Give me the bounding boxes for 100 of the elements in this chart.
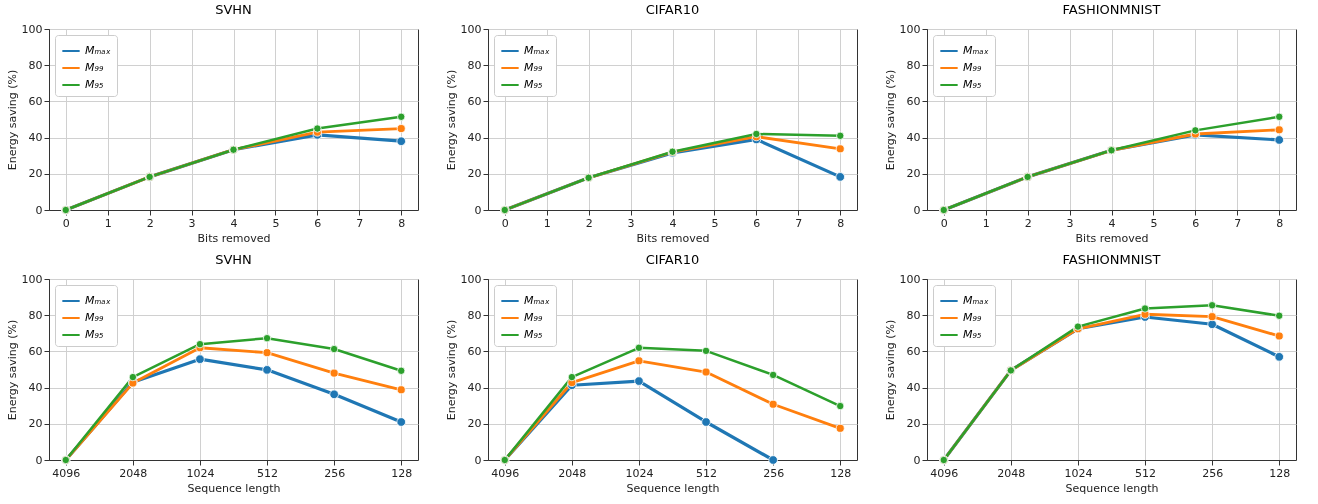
x-tick-label: 2 [585, 216, 593, 230]
x-tick-label: 512 [696, 466, 718, 480]
y-tick-label: 40 [28, 131, 43, 145]
x-tick-label: 2048 [558, 466, 587, 480]
legend-label: Mₘₐₓ [963, 44, 989, 57]
legend-label: M₉₉ [963, 311, 982, 324]
x-tick-label: 6 [314, 216, 322, 230]
y-tick-label: 20 [467, 417, 482, 431]
y-axis-title: Energy saving (%) [5, 319, 19, 421]
legend-label: Mₘₐₓ [524, 44, 550, 57]
legend-label: M₉₉ [963, 61, 982, 74]
y-tick-label: 60 [467, 94, 482, 108]
y-tick-label: 80 [906, 308, 921, 322]
y-tick-label: 20 [467, 167, 482, 181]
y-tick-label: 0 [913, 203, 921, 217]
x-tick-label: 2 [146, 216, 154, 230]
y-axis-title: Energy saving (%) [444, 69, 458, 171]
x-tick-label: 2048 [119, 466, 148, 480]
chart-title: CIFAR10 [645, 2, 700, 17]
x-tick-label: 8 [837, 216, 845, 230]
y-tick-label: 60 [467, 344, 482, 358]
legend-label: M₉₅ [524, 328, 543, 341]
x-tick-label: 1 [982, 216, 990, 230]
y-tick-label: 100 [899, 22, 921, 36]
x-tick-label: 512 [257, 466, 279, 480]
x-tick-label: 5 [1150, 216, 1158, 230]
x-tick-label: 1 [543, 216, 551, 230]
y-tick-label: 80 [467, 308, 482, 322]
x-tick-label: 0 [501, 216, 509, 230]
y-axis-title: Energy saving (%) [883, 319, 897, 421]
x-tick-label: 128 [1269, 466, 1291, 480]
x-tick-label: 1024 [186, 466, 215, 480]
y-tick-label: 100 [460, 272, 482, 286]
x-tick-label: 4096 [52, 466, 81, 480]
legend-label: M₉₉ [524, 61, 543, 74]
x-tick-label: 4 [669, 216, 677, 230]
y-tick-label: 100 [460, 22, 482, 36]
x-tick-label: 8 [1276, 216, 1284, 230]
x-tick-label: 3 [627, 216, 635, 230]
chart-title: CIFAR10 [645, 252, 700, 267]
y-tick-label: 0 [35, 203, 43, 217]
x-tick-label: 0 [940, 216, 948, 230]
x-tick-label: 1024 [1064, 466, 1093, 480]
y-tick-label: 40 [467, 381, 482, 395]
legend-label: M₉₅ [85, 328, 104, 341]
legend-label: M₉₅ [963, 78, 982, 91]
y-tick-label: 0 [474, 203, 482, 217]
x-tick-label: 1024 [625, 466, 654, 480]
chart-title: SVHN [215, 2, 252, 17]
legend-label: Mₘₐₓ [85, 294, 111, 307]
x-tick-label: 2 [1024, 216, 1032, 230]
x-axis-title: Sequence length [1065, 481, 1159, 495]
y-tick-label: 80 [467, 58, 482, 72]
y-tick-label: 20 [906, 167, 921, 181]
y-tick-label: 40 [906, 381, 921, 395]
y-tick-label: 100 [899, 272, 921, 286]
y-tick-label: 60 [906, 344, 921, 358]
x-axis-title: Bits removed [636, 231, 710, 245]
y-tick-label: 60 [28, 344, 43, 358]
x-tick-label: 5 [711, 216, 719, 230]
x-tick-label: 7 [1234, 216, 1242, 230]
x-tick-label: 7 [356, 216, 364, 230]
legend-label: Mₘₐₓ [85, 44, 111, 57]
y-axis-title: Energy saving (%) [5, 69, 19, 171]
y-tick-label: 20 [906, 417, 921, 431]
y-tick-label: 100 [21, 272, 43, 286]
x-tick-label: 1 [104, 216, 112, 230]
legend-label: Mₘₐₓ [963, 294, 989, 307]
y-tick-label: 80 [906, 58, 921, 72]
y-tick-label: 0 [35, 453, 43, 467]
legend-label: M₉₉ [524, 311, 543, 324]
x-tick-label: 3 [188, 216, 196, 230]
x-tick-label: 5 [272, 216, 280, 230]
y-tick-label: 20 [28, 167, 43, 181]
y-tick-label: 40 [28, 381, 43, 395]
legend-label: M₉₅ [524, 78, 543, 91]
y-tick-label: 80 [28, 58, 43, 72]
legend-label: Mₘₐₓ [524, 294, 550, 307]
chart-title: FASHIONMNIST [1062, 2, 1161, 17]
x-tick-label: 256 [324, 466, 346, 480]
x-tick-label: 256 [763, 466, 785, 480]
y-tick-label: 60 [906, 94, 921, 108]
y-tick-label: 0 [474, 453, 482, 467]
y-tick-label: 60 [28, 94, 43, 108]
x-tick-label: 6 [753, 216, 761, 230]
y-axis-title: Energy saving (%) [444, 319, 458, 421]
x-tick-label: 8 [398, 216, 406, 230]
x-tick-label: 128 [830, 466, 852, 480]
x-tick-label: 4 [1108, 216, 1116, 230]
x-tick-label: 7 [795, 216, 803, 230]
chart-title: FASHIONMNIST [1062, 252, 1161, 267]
x-axis-title: Bits removed [197, 231, 271, 245]
y-axis-title: Energy saving (%) [883, 69, 897, 171]
x-tick-label: 4096 [930, 466, 959, 480]
x-axis-title: Sequence length [187, 481, 281, 495]
x-tick-label: 4096 [491, 466, 520, 480]
x-tick-label: 4 [230, 216, 238, 230]
x-tick-label: 256 [1202, 466, 1224, 480]
legend-label: M₉₅ [85, 78, 104, 91]
x-tick-label: 0 [62, 216, 70, 230]
